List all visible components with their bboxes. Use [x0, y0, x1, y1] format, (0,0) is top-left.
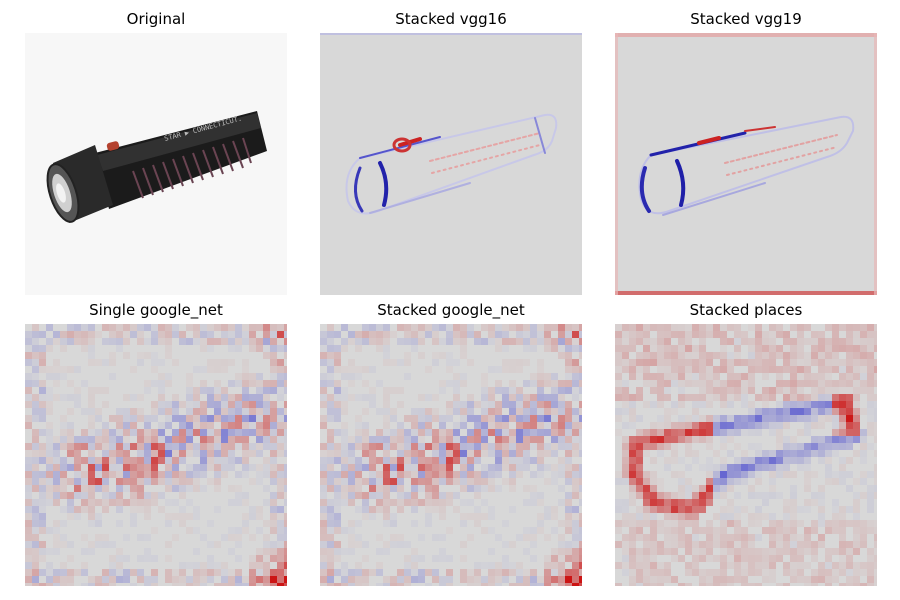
- saliency-map-stacked-google-net: [320, 324, 582, 586]
- panel-title: Stacked places: [689, 301, 803, 319]
- panel-stacked-google-net: Stacked google_net: [320, 301, 582, 586]
- panel-title: Stacked vgg19: [690, 10, 802, 28]
- panel-single-google-net: Single google_net: [25, 301, 287, 586]
- panel-stacked-vgg19: Stacked vgg19: [615, 10, 877, 295]
- original-image: STAR ▶ CONNECTICUT.: [25, 33, 287, 295]
- flashlight-outline: [638, 115, 855, 216]
- flashlight-outline: [345, 113, 558, 215]
- saliency-map-stacked-places: [615, 324, 877, 586]
- panel-stacked-places: Stacked places: [615, 301, 877, 586]
- panel-title: Single google_net: [89, 301, 223, 319]
- switch-button-icon: [106, 141, 120, 151]
- saliency-map-vgg16: [320, 33, 582, 295]
- saliency-map-single-google-net: [25, 324, 287, 586]
- panel-stacked-vgg16: Stacked vgg16: [320, 10, 582, 295]
- map-background: [615, 33, 877, 295]
- heatmap-cells: [615, 324, 877, 586]
- heatmap-cells: [320, 324, 582, 586]
- panel-title: Stacked google_net: [377, 301, 525, 319]
- panel-original: Original STAR ▶ CONNECTICUT.: [25, 10, 287, 295]
- map-background: [320, 33, 582, 295]
- heatmap-cells: [25, 324, 287, 586]
- panel-title: Original: [126, 10, 186, 28]
- saliency-map-vgg19: [615, 33, 877, 295]
- panel-title: Stacked vgg16: [395, 10, 507, 28]
